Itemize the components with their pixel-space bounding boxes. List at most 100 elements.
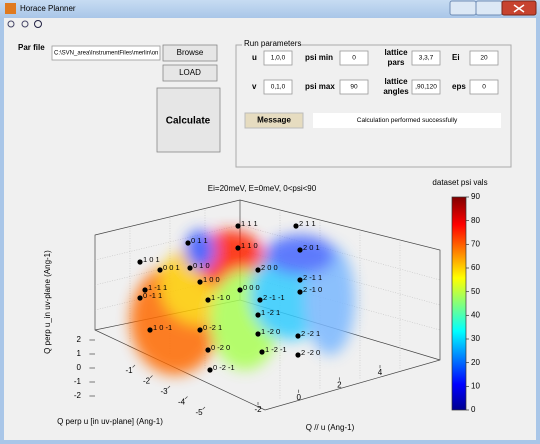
- x-axis-label: Q // u (Ang-1): [306, 423, 355, 432]
- label: eps: [452, 82, 466, 91]
- lattice-point: [255, 331, 261, 337]
- title-bar: [0, 0, 540, 18]
- lattice-point: [237, 287, 243, 293]
- point-label: 2 1 1: [299, 219, 316, 228]
- input[interactable]: [411, 79, 441, 95]
- tick-label: -2: [74, 391, 82, 400]
- lattice-point: [293, 223, 299, 229]
- input[interactable]: [263, 79, 293, 95]
- point-label: 0 -2 1: [203, 323, 222, 332]
- tick-label: 2: [77, 335, 82, 344]
- point-label: 1 0 0: [203, 275, 220, 284]
- lattice-point: [297, 277, 303, 283]
- tick: [132, 364, 136, 368]
- lattice-point: [137, 259, 143, 265]
- input[interactable]: [339, 79, 369, 95]
- message-box: [313, 113, 501, 128]
- point-label: 0 0 0: [243, 283, 260, 292]
- lattice-point: [257, 297, 263, 303]
- panel-title-bg: [242, 39, 300, 49]
- input-value: 3,3,7: [419, 55, 434, 62]
- panel-title: Run parameters: [244, 39, 301, 48]
- point-label: 0 -2 -1: [213, 363, 235, 372]
- input[interactable]: [411, 50, 441, 66]
- par-file-input[interactable]: [51, 45, 161, 61]
- input-value: 0,1,0: [271, 84, 286, 91]
- lattice-point: [295, 352, 301, 358]
- zoom-in[interactable]: [7, 20, 15, 28]
- tick-label: 4: [378, 368, 383, 377]
- colorbar-tick-label: 90: [471, 192, 480, 201]
- point-label: 1 1 0: [241, 241, 258, 250]
- load-button[interactable]: [162, 64, 218, 82]
- tick-label: -4: [178, 398, 186, 407]
- plot: [94, 199, 441, 411]
- close-x: [513, 4, 525, 13]
- colorbar-label: dataset psi vals: [432, 178, 487, 187]
- lattice-point: [255, 312, 261, 318]
- tick-label: 2: [337, 380, 342, 389]
- browse-button[interactable]: [162, 44, 218, 62]
- colorbar-tick-label: 20: [471, 358, 480, 367]
- label: psi min: [305, 53, 333, 62]
- app-icon: [5, 3, 16, 14]
- lattice-point: [205, 347, 211, 353]
- tick: [149, 375, 153, 379]
- point-label: 2 0 1: [303, 243, 320, 252]
- point-label: 1 -1 1: [148, 283, 167, 292]
- surface: [130, 230, 355, 375]
- point-label: 0 1 0: [193, 261, 210, 270]
- tick-label: 1: [77, 349, 82, 358]
- point-label: 1 -2 1: [261, 308, 280, 317]
- input[interactable]: [263, 50, 293, 66]
- label: u: [252, 53, 257, 62]
- point-label: 1 -1 0: [211, 293, 230, 302]
- colorbar-tick-label: 80: [471, 216, 480, 225]
- input-value: 1,0,0: [271, 55, 286, 62]
- point-label: 0 -1 1: [143, 291, 162, 300]
- point-label: 2 -1 -1: [263, 293, 285, 302]
- tick-label: 0: [296, 393, 301, 402]
- point-label: 1 0 -1: [153, 323, 172, 332]
- rotate[interactable]: [34, 20, 42, 28]
- colorbar-tick-label: 50: [471, 287, 480, 296]
- panel: [235, 44, 512, 168]
- plot-title: Ei=20meV, E=0meV, 0<psi<90: [208, 184, 317, 193]
- label: lattice: [384, 48, 408, 57]
- point-label: 2 -2 1: [301, 329, 320, 338]
- input[interactable]: [469, 50, 499, 66]
- zoom-out[interactable]: [21, 20, 29, 28]
- lattice-point: [297, 247, 303, 253]
- point-label: 2 0 0: [261, 263, 278, 272]
- maximize[interactable]: [475, 0, 503, 16]
- input-value: 90: [350, 84, 358, 91]
- lattice-point: [185, 240, 191, 246]
- lattice-point: [205, 297, 211, 303]
- message-button[interactable]: [244, 112, 304, 129]
- input[interactable]: [339, 50, 369, 66]
- input[interactable]: [469, 79, 499, 95]
- lattice-point: [137, 295, 143, 301]
- point-label: 1 -2 -1: [265, 345, 287, 354]
- tick-label: -5: [195, 408, 203, 417]
- lattice-point: [235, 245, 241, 251]
- lattice-point: [197, 327, 203, 333]
- input-value: 0: [352, 55, 356, 62]
- minimize[interactable]: [449, 0, 477, 16]
- lattice-point: [197, 279, 203, 285]
- lattice-point: [295, 333, 301, 339]
- lattice-point: [187, 265, 193, 271]
- message-text: Calculation performed successfully: [357, 117, 458, 124]
- button-label: Calculate: [166, 116, 211, 127]
- label: v: [252, 82, 257, 91]
- tick: [202, 406, 206, 410]
- input-value: 0: [482, 84, 486, 91]
- calculate-button[interactable]: [156, 87, 221, 153]
- tick-label: -1: [74, 377, 82, 386]
- input-value: C:\SVN_area\InstrumentFiles\merlin\on: [54, 51, 158, 57]
- button-label: LOAD: [179, 68, 201, 77]
- lattice-point: [255, 267, 261, 273]
- button-label: Message: [257, 116, 291, 125]
- tick: [184, 396, 188, 400]
- point-label: 2 -1 1: [303, 273, 322, 282]
